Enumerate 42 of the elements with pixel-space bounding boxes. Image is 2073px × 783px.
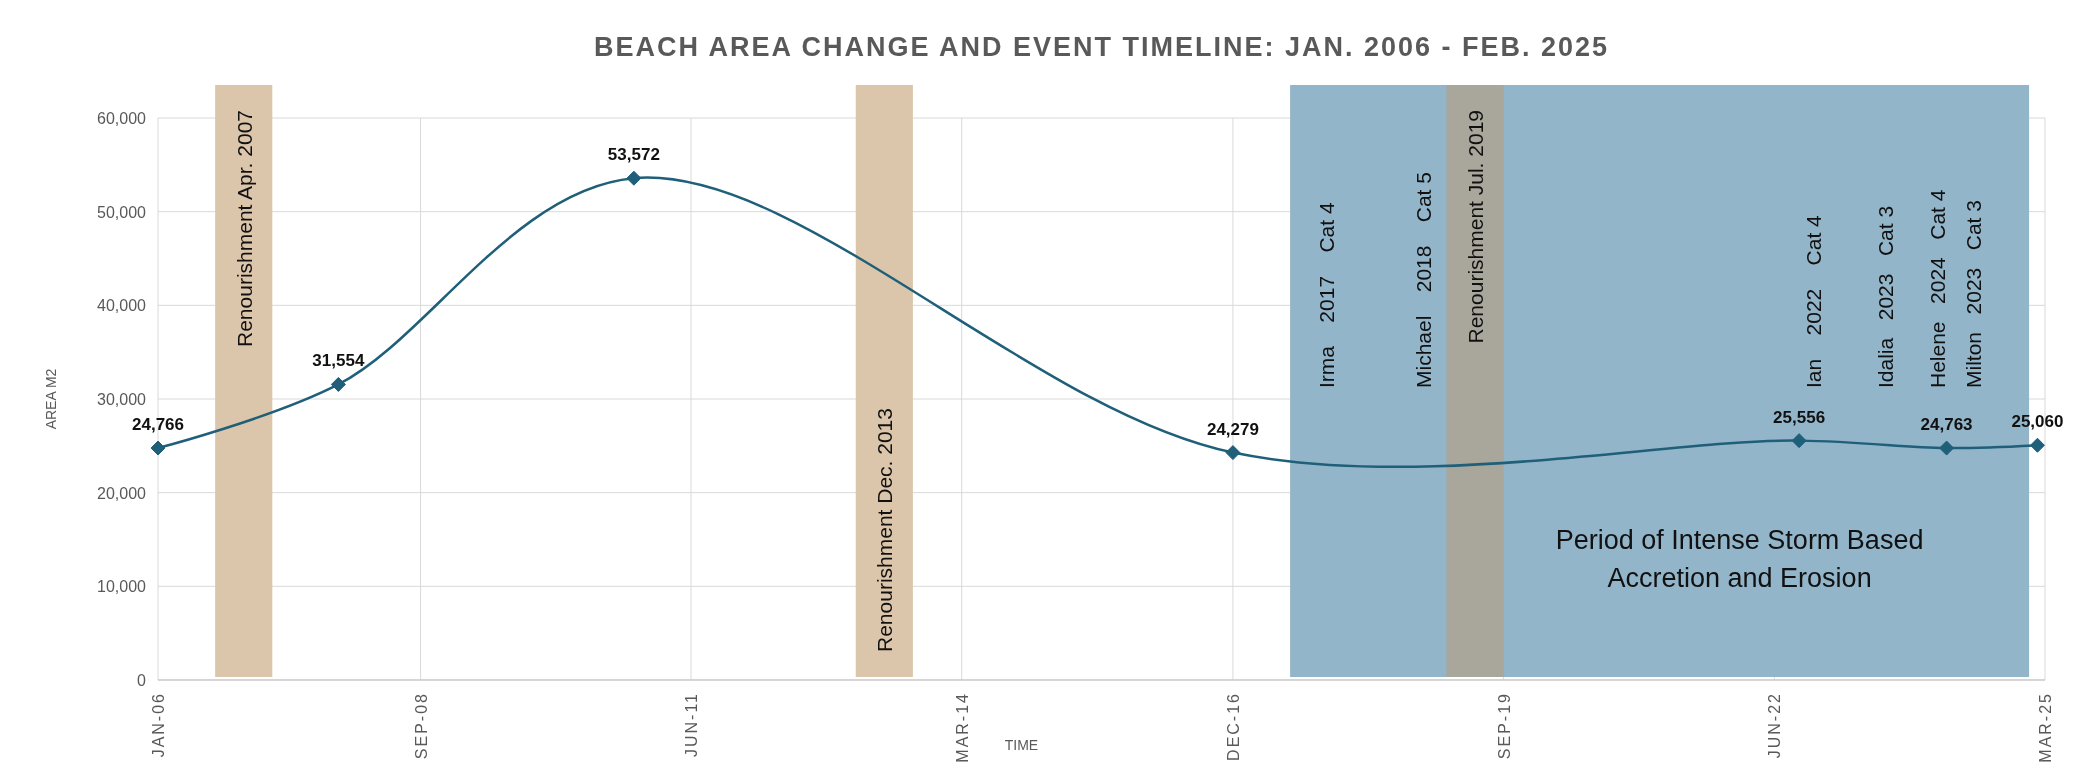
y-axis-title: AREA M2 <box>43 368 59 430</box>
y-tick-label: 30,000 <box>97 391 147 408</box>
y-tick-label: 50,000 <box>97 203 147 221</box>
x-tick-label: DEC-16 <box>1224 692 1242 761</box>
point <box>1939 440 1955 456</box>
text: 24,766 <box>132 415 184 435</box>
point <box>150 440 166 456</box>
x-tick-label: SEP-19 <box>1495 692 1513 760</box>
band-label: Period of Intense Storm Based Accretion and Erosion <box>1555 524 1924 593</box>
text: 24,763 <box>1920 415 1973 435</box>
y-tick-label: 20,000 <box>97 484 147 502</box>
text: 24,279 <box>1206 419 1259 439</box>
band-label: Renourishment Jul. 2019 <box>1464 110 1488 344</box>
text: 53,572 <box>607 145 660 165</box>
band-label: Renourishment Dec. 2013 <box>873 408 897 652</box>
band-label: Renourishment Apr. 2007 <box>232 110 256 347</box>
y-tick-label: 60,000 <box>97 110 147 127</box>
text: 31,554 <box>312 351 365 371</box>
x-tick-label: JUN-11 <box>683 692 701 758</box>
x-axis-title: TIME <box>1004 737 1039 753</box>
point <box>1225 445 1241 461</box>
x-tick-label: MAR-14 <box>953 692 971 763</box>
annotation: Milton 2023 Cat 3 <box>1962 200 1985 388</box>
annotation: Ian 2022 Cat 4 <box>1802 214 1825 388</box>
annotation: Idalia 2023 Cat 3 <box>1874 205 1897 388</box>
annotation: Michael 2018 Cat 5 <box>1412 172 1435 388</box>
y-tick-label: 0 <box>137 672 147 689</box>
point <box>626 170 642 186</box>
x-tick-label: SEP-08 <box>412 692 430 760</box>
y-tick-label: 10,000 <box>97 578 147 596</box>
point <box>1791 433 1807 449</box>
x-tick-label: MAR-25 <box>2037 692 2054 763</box>
annotation: Irma 2017 Cat 4 <box>1315 202 1338 388</box>
x-tick-label: JUN-22 <box>1766 692 1784 759</box>
point <box>330 376 346 392</box>
text: 25,556 <box>1773 407 1826 427</box>
annotation: Helene 2024 Cat 4 <box>1926 189 1949 388</box>
y-tick-label: 40,000 <box>97 297 147 315</box>
chart-title: BEACH AREA CHANGE AND EVENT TIMELINE: JAN. 2006 - FEB. 2025 <box>593 32 1610 62</box>
point <box>2029 437 2045 453</box>
x-tick-label: JAN-06 <box>150 692 167 758</box>
text: 25,060 <box>2011 412 2064 432</box>
